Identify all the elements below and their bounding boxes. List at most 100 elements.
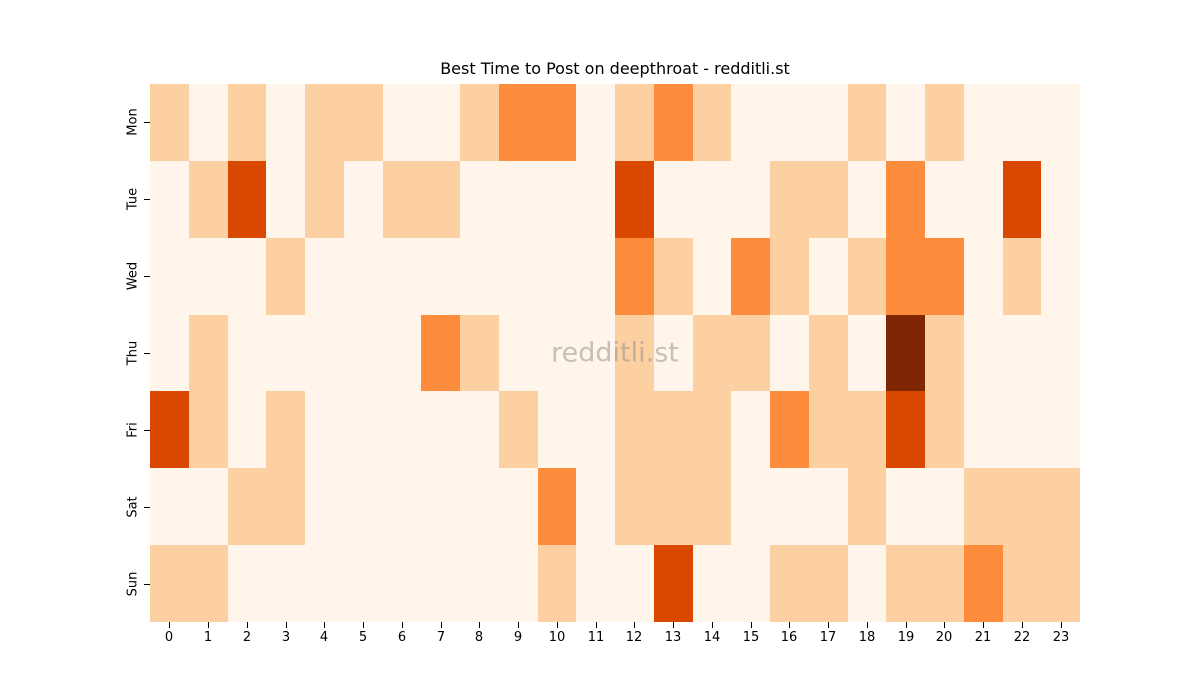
- x-tick-label: 20: [935, 630, 953, 645]
- x-tick-label: 14: [703, 630, 721, 645]
- heatmap-cell: [1002, 314, 1042, 392]
- heatmap-cell: [963, 314, 1003, 392]
- heatmap-cell: [1002, 391, 1042, 469]
- y-tick: [144, 584, 150, 585]
- heatmap-cell: [188, 468, 228, 546]
- heatmap-cell: [731, 84, 770, 161]
- heatmap-cell: [421, 84, 460, 161]
- heatmap-cell: [576, 84, 615, 161]
- heatmap-cell: [537, 468, 577, 546]
- heatmap-cell: [305, 545, 344, 622]
- heatmap-cell: [615, 237, 654, 315]
- heatmap-cell: [1002, 160, 1042, 238]
- heatmap-cell: [886, 160, 925, 238]
- x-tick: [169, 622, 170, 628]
- heatmap-cell: [653, 84, 693, 161]
- heatmap-cell: [305, 314, 344, 392]
- heatmap-cell: [498, 237, 538, 315]
- x-tick: [634, 622, 635, 628]
- heatmap-cell: [421, 468, 460, 546]
- heatmap-cell: [847, 391, 887, 469]
- x-tick-label: 8: [474, 630, 484, 645]
- y-tick-label-text: Sat: [125, 496, 141, 518]
- heatmap-cell: [305, 391, 344, 469]
- heatmap-cell: [150, 314, 189, 392]
- heatmap-cell: [692, 468, 732, 546]
- heatmap-cell: [1041, 545, 1080, 622]
- heatmap-cell: [343, 468, 383, 546]
- heatmap-cell: [963, 468, 1003, 546]
- x-tick: [673, 622, 674, 628]
- heatmap-cell: [1041, 314, 1080, 392]
- x-tick-label: 22: [1013, 630, 1031, 645]
- heatmap-cell: [188, 84, 228, 161]
- heatmap-cell: [266, 160, 305, 238]
- x-tick-label: 2: [242, 630, 252, 645]
- heatmap-cell: [537, 545, 577, 622]
- heatmap-cell: [305, 468, 344, 546]
- heatmap-cell: [847, 314, 887, 392]
- heatmap-cell: [770, 391, 809, 469]
- heatmap-cell: [150, 160, 189, 238]
- heatmap-cell: [847, 84, 887, 161]
- heatmap-cell: [731, 237, 770, 315]
- heatmap-cell: [1041, 468, 1080, 546]
- heatmap-cell: [305, 84, 344, 161]
- x-tick-label: 0: [164, 630, 174, 645]
- heatmap-cell: [808, 468, 848, 546]
- x-tick-label: 6: [397, 630, 407, 645]
- heatmap-cell: [615, 468, 654, 546]
- heatmap-cell: [382, 545, 422, 622]
- heatmap-cell: [460, 468, 499, 546]
- heatmap-cell: [421, 391, 460, 469]
- x-tick-label: 23: [1052, 630, 1070, 645]
- heatmap-cell: [460, 84, 499, 161]
- x-tick: [1061, 622, 1062, 628]
- heatmap-cell: [925, 314, 964, 392]
- y-tick: [144, 430, 150, 431]
- heatmap-cell: [343, 160, 383, 238]
- heatmap-cell: [460, 314, 499, 392]
- x-tick-label: 4: [319, 630, 329, 645]
- x-tick: [712, 622, 713, 628]
- heatmap-cell: [498, 84, 538, 161]
- heatmap-cell: [382, 468, 422, 546]
- heatmap-cell: [770, 237, 809, 315]
- heatmap-cell: [266, 545, 305, 622]
- x-tick: [1022, 622, 1023, 628]
- heatmap-cell: [692, 237, 732, 315]
- heatmap-cell: [537, 237, 577, 315]
- chart-title: Best Time to Post on deepthroat - reddit…: [440, 59, 790, 78]
- heatmap-cell: [808, 84, 848, 161]
- heatmap-cell: [963, 545, 1003, 622]
- heatmap-cell: [343, 545, 383, 622]
- x-tick: [518, 622, 519, 628]
- heatmap-cell: [227, 160, 267, 238]
- heatmap-cell: [692, 84, 732, 161]
- heatmap-cell: [421, 314, 460, 392]
- heatmap-cell: [653, 545, 693, 622]
- heatmap-cell: [382, 237, 422, 315]
- heatmap-cell: [731, 160, 770, 238]
- heatmap-cell: [886, 545, 925, 622]
- heatmap-cell: [963, 237, 1003, 315]
- heatmap-cell: [227, 237, 267, 315]
- heatmap-cell: [1002, 545, 1042, 622]
- x-tick: [557, 622, 558, 628]
- x-tick: [789, 622, 790, 628]
- heatmap-cell: [343, 84, 383, 161]
- x-tick-label: 13: [664, 630, 682, 645]
- heatmap-cell: [847, 160, 887, 238]
- x-tick: [479, 622, 480, 628]
- heatmap-cell: [382, 314, 422, 392]
- heatmap-cell: [498, 468, 538, 546]
- heatmap-cell: [266, 391, 305, 469]
- x-tick: [944, 622, 945, 628]
- x-tick: [983, 622, 984, 628]
- x-tick: [867, 622, 868, 628]
- heatmap-cell: [653, 391, 693, 469]
- heatmap-cell: [925, 160, 964, 238]
- x-tick-label: 9: [513, 630, 523, 645]
- heatmap-cell: [1002, 237, 1042, 315]
- heatmap-cell: [886, 391, 925, 469]
